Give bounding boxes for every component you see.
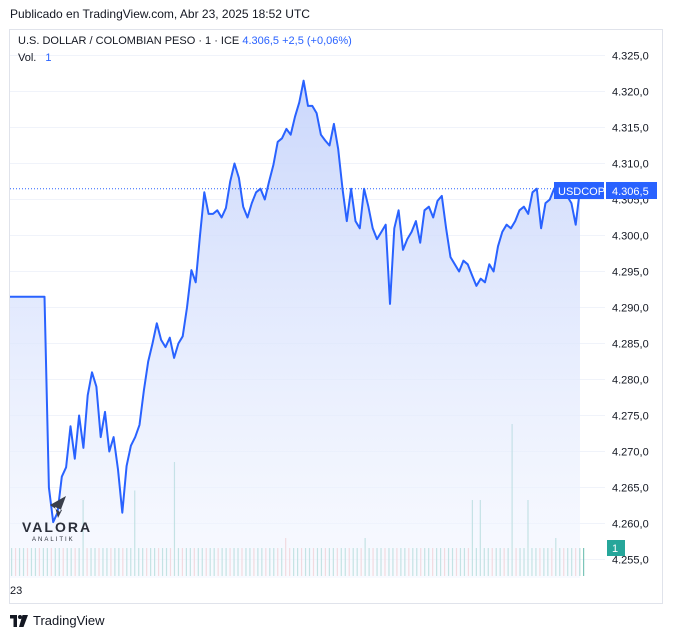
y-tick-label: 4.310,0 [612,159,649,171]
valora-watermark: VALORA ANALITIK [22,496,92,543]
y-tick-label: 4.265,0 [612,483,649,495]
y-tick-label: 4.280,0 [612,375,649,387]
price-line [10,79,581,524]
vol-value: 1 [45,52,52,64]
y-tick-label: 4.270,0 [612,447,649,459]
y-tick-label: 4.260,0 [612,519,649,531]
volume-bar [583,548,585,576]
volume-tag-value: 1 [612,543,618,555]
watermark-brand: VALORA [22,519,92,535]
tradingview-brand: TradingView [33,613,105,628]
volume-tag: 1 [607,540,625,556]
published-caption: Publicado en TradingView.com, Abr 23, 20… [10,7,310,21]
y-tick-label: 4.295,0 [612,267,649,279]
y-tick-label: 4.285,0 [612,339,649,351]
volume-legend[interactable]: Vol. 1 [18,52,52,64]
tradingview-logo-icon [10,614,28,627]
y-tick-label: 4.325,0 [612,51,649,63]
tradingview-footer[interactable]: TradingView [10,613,105,628]
legend-price: 4.306,5 [242,35,280,47]
y-tick-label: 4.315,0 [612,123,649,135]
x-axis: 23 [10,585,22,597]
usdcop-price-tag: USDCOP 4.306,5 [554,182,657,199]
watermark-sub: ANALITIK [32,537,75,543]
x-tick-label: 23 [10,585,22,597]
price-tag-value: 4.306,5 [612,186,649,198]
vol-label: Vol. [18,52,37,64]
y-tick-label: 4.290,0 [612,303,649,315]
y-axis: 4.325,04.320,04.315,04.310,04.305,04.300… [612,51,649,567]
y-tick-label: 4.255,0 [612,555,649,567]
symbol-legend[interactable]: U.S. DOLLAR / COLOMBIAN PESO · 1 · ICE 4… [18,35,352,47]
valora-logo-icon [50,496,66,518]
symbol-text: U.S. DOLLAR / COLOMBIAN PESO · 1 · ICE [18,35,240,47]
legend-change: +2,5 (+0,06%) [282,35,352,47]
y-tick-label: 4.275,0 [612,411,649,423]
price-area [10,80,580,578]
y-tick-label: 4.320,0 [612,87,649,99]
chart-frame [9,29,663,604]
y-tick-label: 4.300,0 [612,231,649,243]
price-tag-symbol: USDCOP [558,186,605,198]
